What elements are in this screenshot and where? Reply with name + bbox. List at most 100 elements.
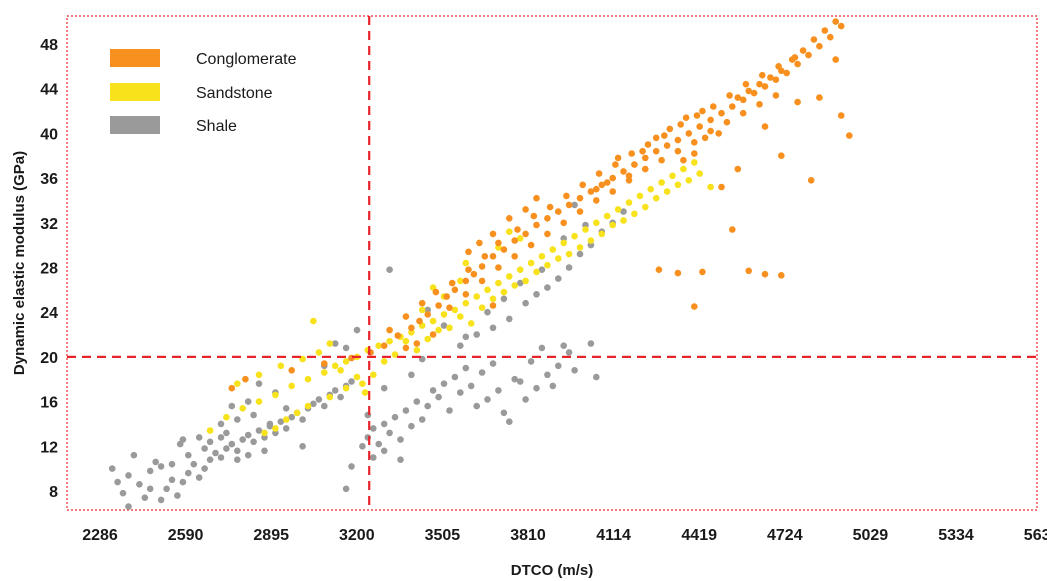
shale-point	[190, 460, 198, 468]
conglomerate-point	[625, 172, 633, 180]
sandstone-point	[489, 295, 497, 303]
conglomerate-point	[612, 161, 619, 168]
shale-point	[386, 429, 393, 437]
sandstone-point	[462, 259, 470, 267]
shale-point	[201, 445, 208, 452]
sandstone-point	[571, 232, 578, 240]
conglomerate-point	[470, 270, 478, 278]
sandstone-point	[255, 371, 263, 379]
shale-point	[168, 460, 176, 468]
shale-point	[380, 447, 388, 455]
conglomerate-point	[674, 136, 682, 144]
conglomerate-point	[691, 150, 698, 157]
conglomerate-point	[837, 112, 845, 119]
conglomerate-point	[639, 147, 646, 155]
shale-point	[146, 485, 154, 493]
sandstone-point	[457, 277, 464, 285]
sandstone-point	[391, 351, 399, 358]
conglomerate-point	[805, 51, 812, 59]
conglomerate-point	[674, 147, 682, 155]
shale-point	[462, 364, 470, 372]
shale-point	[413, 398, 421, 405]
conglomerate-point	[729, 226, 736, 233]
conglomerate-point	[348, 354, 355, 362]
sandstone-point	[565, 250, 573, 258]
sandstone-point	[310, 317, 317, 325]
shale-point	[565, 264, 573, 271]
shale-point	[217, 454, 225, 461]
conglomerate-point	[288, 367, 296, 374]
sandstone-point	[370, 371, 377, 379]
conglomerate-point	[680, 156, 687, 164]
shale-point	[440, 380, 448, 388]
conglomerate-point	[652, 147, 660, 155]
conglomerate-point	[772, 76, 780, 83]
sandstone-point	[506, 228, 513, 235]
shale-point	[538, 266, 546, 274]
conglomerate-point	[699, 107, 706, 115]
shale-point	[255, 380, 263, 388]
shale-point	[576, 250, 584, 258]
sandstone-point	[484, 286, 491, 294]
sandstone-point	[582, 226, 589, 233]
conglomerate-point	[402, 344, 410, 352]
shale-point	[408, 371, 415, 379]
shale-point	[397, 436, 404, 443]
conglomerate-point	[723, 118, 731, 126]
shale-point	[370, 454, 377, 461]
sandstone-point	[642, 203, 649, 211]
shale-point	[234, 416, 241, 423]
conglomerate-point	[652, 134, 660, 142]
shale-point	[157, 463, 165, 470]
conglomerate-point	[761, 270, 769, 278]
shale-point	[380, 420, 388, 428]
shale-point	[146, 467, 154, 475]
shale-point	[179, 478, 187, 486]
shale-point	[342, 485, 350, 493]
sandstone-point	[620, 217, 627, 224]
shale-point	[342, 344, 350, 352]
sandstone-point	[402, 337, 410, 345]
shale-point	[593, 373, 600, 381]
legend-label-sandstone: Sandstone	[196, 85, 273, 102]
conglomerate-point	[478, 277, 486, 285]
y-tick-label: 44	[40, 82, 58, 99]
sandstone-point	[418, 306, 426, 314]
conglomerate-point	[546, 203, 554, 211]
shale-point	[467, 382, 475, 390]
shale-point	[451, 373, 459, 381]
y-tick-label: 28	[40, 260, 58, 277]
shale-point	[141, 494, 149, 502]
shale-point	[359, 443, 366, 450]
shale-point	[125, 503, 132, 510]
sandstone-point	[495, 279, 502, 287]
sandstone-point	[663, 188, 671, 195]
sandstone-point	[206, 427, 214, 434]
shale-point	[555, 362, 562, 370]
shale-point	[163, 485, 170, 493]
conglomerate-point	[827, 33, 834, 41]
conglomerate-point	[598, 181, 606, 189]
conglomerate-point	[799, 47, 807, 54]
conglomerate-point	[576, 208, 584, 215]
shale-point	[239, 436, 246, 443]
conglomerate-point	[710, 103, 717, 110]
conglomerate-point	[772, 92, 780, 99]
sandstone-point	[293, 409, 301, 417]
sandstone-point	[321, 369, 328, 376]
shale-point	[620, 208, 627, 215]
conglomerate-point	[500, 246, 508, 253]
conglomerate-point	[609, 174, 616, 182]
y-tick-label: 12	[40, 439, 58, 456]
shale-point	[457, 389, 464, 396]
x-tick-label: 4114	[596, 527, 631, 544]
y-tick-label: 48	[40, 37, 58, 54]
conglomerate-point	[729, 103, 736, 110]
threshold-lines	[67, 16, 1037, 510]
sandstone-point	[304, 375, 312, 383]
conglomerate-point	[560, 219, 567, 227]
conglomerate-point	[745, 87, 752, 95]
conglomerate-point	[495, 264, 502, 271]
shale-point	[206, 438, 214, 446]
conglomerate-point	[481, 252, 489, 260]
